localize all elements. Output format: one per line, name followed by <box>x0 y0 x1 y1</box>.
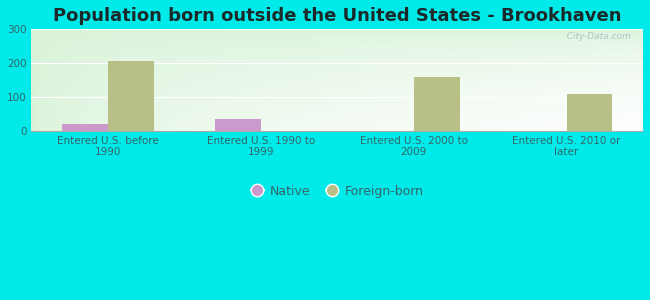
Title: Population born outside the United States - Brookhaven: Population born outside the United State… <box>53 7 621 25</box>
Text: City-Data.com: City-Data.com <box>561 32 630 41</box>
Bar <box>215 119 261 131</box>
Bar <box>108 61 154 131</box>
Legend: Native, Foreign-born: Native, Foreign-born <box>246 180 428 203</box>
Bar <box>567 94 612 131</box>
Bar <box>62 124 108 131</box>
Bar <box>413 77 460 131</box>
